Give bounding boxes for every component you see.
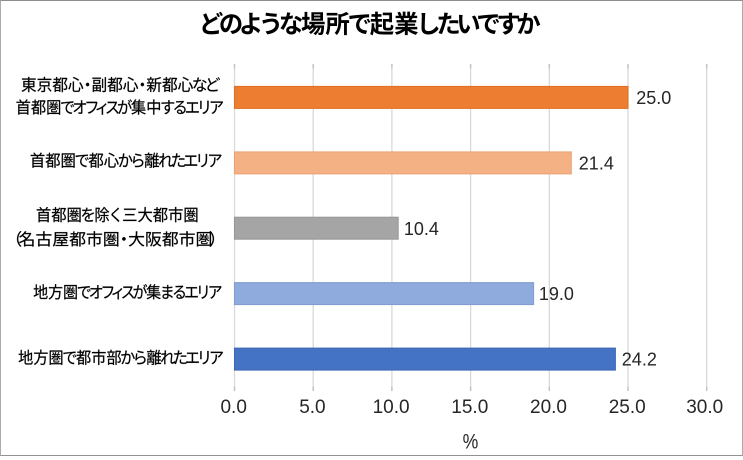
svg-text:19.0: 19.0	[539, 284, 574, 304]
svg-text:%: %	[463, 430, 479, 454]
svg-text:25.0: 25.0	[636, 88, 671, 108]
svg-text:5.0: 5.0	[299, 397, 325, 418]
svg-text:30.0: 30.0	[686, 397, 723, 418]
svg-text:10.4: 10.4	[404, 219, 439, 239]
svg-text:15.0: 15.0	[451, 397, 488, 418]
svg-text:0.0: 0.0	[220, 397, 246, 418]
svg-text:20.0: 20.0	[530, 397, 567, 418]
svg-text:10.0: 10.0	[373, 397, 410, 418]
svg-text:21.4: 21.4	[579, 154, 614, 174]
svg-text:24.2: 24.2	[622, 350, 657, 370]
svg-text:25.0: 25.0	[609, 397, 646, 418]
